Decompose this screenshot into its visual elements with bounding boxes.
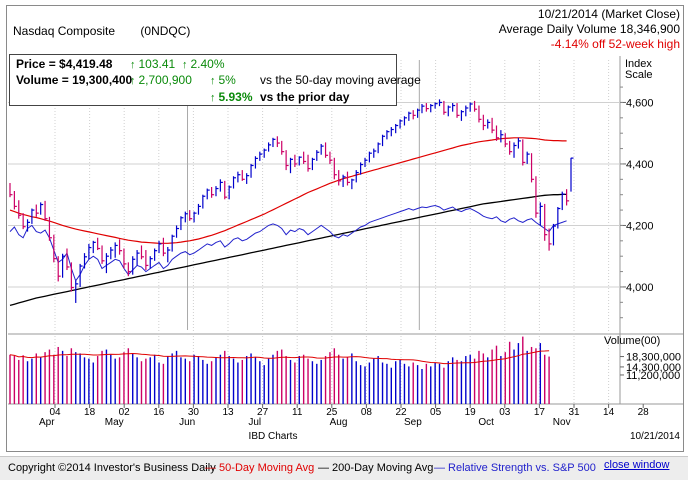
volume-row: Volume = 19,300,400 ↑ 2,700,900 ↑ 5% vs th…	[10, 72, 421, 89]
date-tick-label: 13	[222, 407, 234, 418]
volume-pct-prior: ↑ 5.93%	[210, 89, 253, 106]
volume-vs-50: vs the 50-day moving average	[260, 73, 421, 87]
date-tick-label: 03	[499, 407, 511, 418]
volume-tick-label: 18,300,000	[626, 352, 681, 364]
ma50-line	[9, 137, 567, 244]
legend-relative-strength: — Relative Strength vs. S&P 500	[434, 462, 596, 474]
relative-strength-line	[9, 204, 567, 282]
volume-pct-50-value: 5%	[218, 73, 236, 87]
price-change-pct-value: 2.40%	[190, 57, 225, 71]
price-tick-label: 4,000	[626, 282, 654, 294]
index-label-2: Scale	[625, 69, 653, 81]
date-tick-label: 05	[430, 407, 442, 418]
price-tick-label: 4,200	[626, 220, 654, 232]
date-tick-label: 31	[568, 407, 580, 418]
date-tick-label: 19	[465, 407, 477, 418]
date-tick-label: 02	[119, 407, 131, 418]
date-tick-label: 14	[603, 407, 615, 418]
up-arrow-icon: ↑	[210, 75, 216, 87]
ibd-charts-label: IBD Charts	[249, 431, 298, 442]
date-tick-label: 16	[153, 407, 165, 418]
footer-bar: Copyright ©2014 Investor's Business Dail…	[0, 456, 688, 480]
price-tick-label: 4,600	[626, 97, 654, 109]
price-label: Price = $4,419.48	[16, 57, 113, 71]
date-tick-label: 30	[188, 407, 200, 418]
off-high-line: -4.14% off 52-week high	[550, 37, 680, 51]
index-label-1: Index	[625, 58, 652, 70]
up-arrow-icon: ↑	[130, 75, 136, 87]
volume-vs-prior: vs the prior day	[260, 90, 350, 104]
stats-box: Price = $4,419.48 ↑ 103.41 ↑ 2.40% Volume …	[9, 54, 421, 106]
header-left: Nasdaq Composite (0NDQC)	[13, 24, 190, 38]
date-tick-label: 18	[84, 407, 96, 418]
date-tick-label: 28	[638, 407, 650, 418]
up-arrow-icon: ↑	[130, 59, 136, 71]
volume-change-value: 2,700,900	[138, 73, 192, 87]
date-tick-label: 04	[49, 407, 61, 418]
legend-50-day: — 50-Day Moving Avg	[205, 462, 315, 474]
date-line: 10/21/2014 (Market Close)	[537, 7, 680, 21]
date-tick-label: 08	[361, 407, 373, 418]
volume-bars	[9, 336, 550, 404]
prior-row: ↑ 5.93% vs the prior day	[10, 89, 396, 105]
avg-volume-line: Average Daily Volume 18,346,900	[498, 22, 680, 36]
date-tick-label: 22	[395, 407, 407, 418]
month-label: Apr	[39, 417, 55, 428]
copyright: Copyright ©2014 Investor's Business Dail…	[8, 462, 216, 474]
volume-average-line	[9, 350, 550, 365]
up-arrow-icon: ↑	[182, 59, 188, 71]
header-right: 10/21/2014 (Market Close) Average Daily …	[499, 7, 680, 52]
company-name: Nasdaq Composite	[13, 24, 116, 38]
month-label: Aug	[330, 417, 348, 428]
volume-change: ↑ 2,700,900	[130, 72, 192, 89]
date-tick-label: 17	[534, 407, 546, 418]
ticker-symbol: (0NDQC)	[140, 24, 191, 38]
date-tick-label: 11	[292, 407, 303, 418]
legend-200-day: — 200-Day Moving Avg	[318, 462, 434, 474]
close-window-link[interactable]: close window	[604, 459, 670, 471]
month-label: Nov	[553, 417, 571, 428]
volume-tick-label: 14,300,000	[626, 362, 681, 374]
date-tick-label: 27	[257, 407, 269, 418]
volume-label: Volume = 19,300,400	[16, 73, 133, 87]
month-label: Sep	[404, 417, 422, 428]
price-change-pct: ↑ 2.40%	[182, 56, 225, 73]
volume-tick-label: 11,200,000	[626, 370, 680, 382]
ma200-line	[9, 193, 567, 307]
month-label: Oct	[478, 417, 494, 428]
price-change: ↑ 103.41	[130, 56, 175, 73]
price-tick-label: 4,400	[626, 159, 654, 171]
price-bars	[9, 99, 574, 303]
chart-date-label: 10/21/2014	[630, 431, 680, 442]
month-label: May	[105, 417, 124, 428]
volume-axis-label: Volume(00)	[604, 335, 660, 347]
price-row: Price = $4,419.48 ↑ 103.41 ↑ 2.40%	[10, 56, 396, 72]
month-label: Jun	[179, 417, 195, 428]
date-tick-label: 25	[326, 407, 338, 418]
up-arrow-icon: ↑	[210, 92, 216, 104]
volume-pct-50: ↑ 5%	[210, 72, 236, 89]
month-label: Jul	[248, 417, 261, 428]
price-change-value: 103.41	[138, 57, 176, 71]
volume-pct-prior-value: 5.93%	[218, 90, 253, 104]
